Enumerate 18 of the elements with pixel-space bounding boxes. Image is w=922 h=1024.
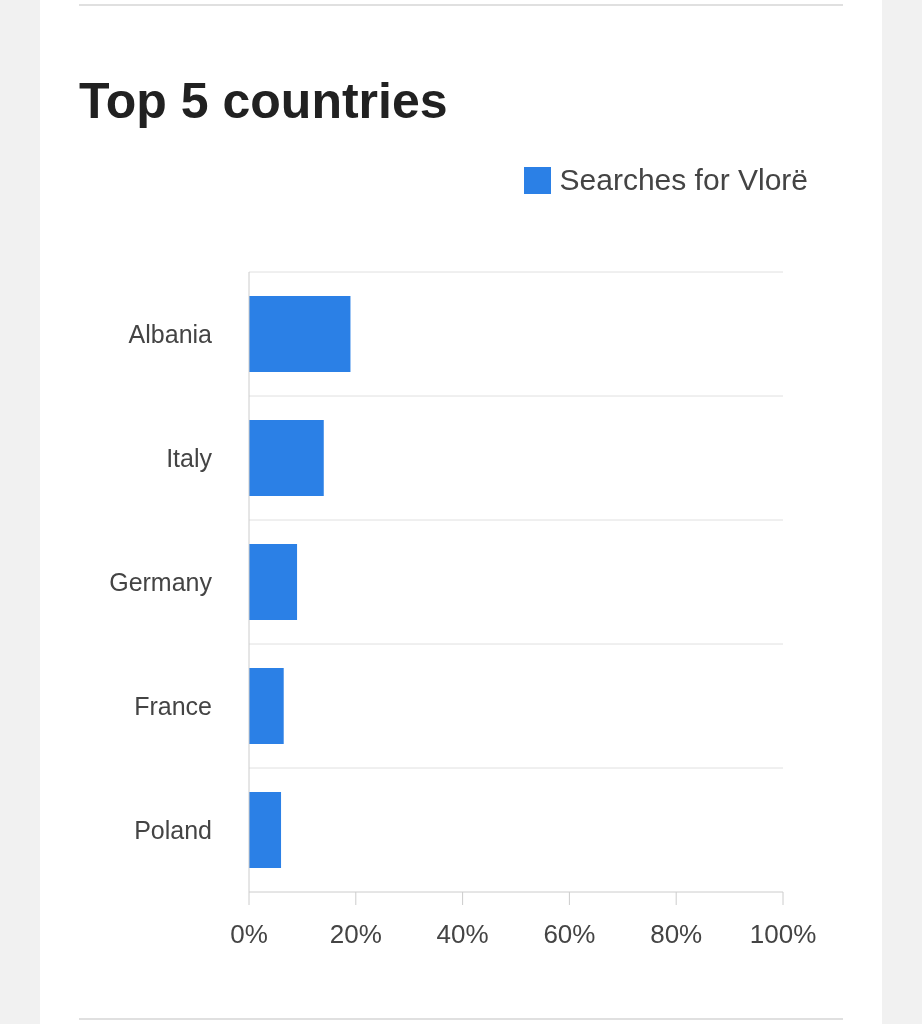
- y-tick-label: Germany: [109, 567, 213, 596]
- y-tick-label: France: [134, 691, 212, 720]
- x-tick-label: 40%: [436, 919, 489, 950]
- bar: [249, 544, 298, 620]
- x-tick-label: 60%: [543, 919, 596, 950]
- legend-label: Searches for Vlorë: [559, 163, 808, 197]
- y-tick-label: Poland: [134, 815, 212, 844]
- x-tick-label: 80%: [650, 919, 703, 950]
- x-tick-label: 0%: [230, 919, 268, 950]
- bar: [249, 296, 351, 372]
- y-tick-label: Albania: [128, 319, 213, 348]
- y-tick-label: Italy: [166, 443, 213, 472]
- bar: [249, 420, 324, 496]
- x-tick-label: 20%: [329, 919, 382, 950]
- chart-title: Top 5 countries: [79, 72, 448, 130]
- bar: [249, 668, 284, 744]
- x-tick-label: 100%: [749, 919, 817, 950]
- bar: [249, 792, 282, 868]
